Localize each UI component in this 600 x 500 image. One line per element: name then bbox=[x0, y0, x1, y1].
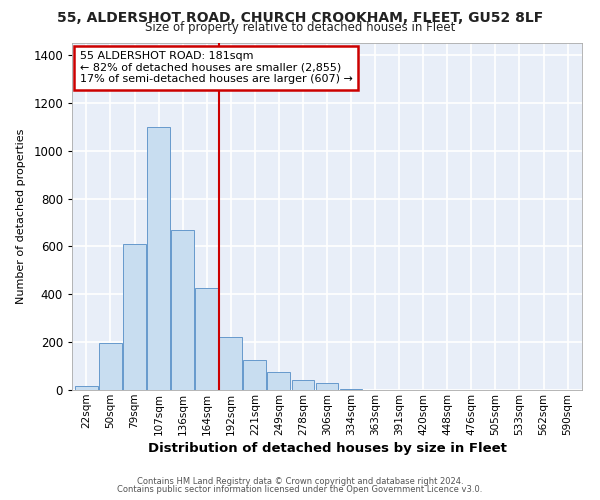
Bar bbox=[220, 338, 242, 390]
Y-axis label: Number of detached properties: Number of detached properties bbox=[16, 128, 26, 304]
Bar bbox=[244, 360, 266, 390]
Bar bbox=[171, 230, 194, 390]
Bar bbox=[316, 384, 338, 390]
Bar bbox=[195, 288, 218, 390]
Bar bbox=[292, 380, 314, 390]
Bar bbox=[99, 344, 122, 390]
Bar bbox=[147, 126, 170, 390]
Text: Contains public sector information licensed under the Open Government Licence v3: Contains public sector information licen… bbox=[118, 485, 482, 494]
Text: 55 ALDERSHOT ROAD: 181sqm
← 82% of detached houses are smaller (2,855)
17% of se: 55 ALDERSHOT ROAD: 181sqm ← 82% of detac… bbox=[80, 51, 353, 84]
Text: 55, ALDERSHOT ROAD, CHURCH CROOKHAM, FLEET, GU52 8LF: 55, ALDERSHOT ROAD, CHURCH CROOKHAM, FLE… bbox=[57, 11, 543, 25]
Bar bbox=[75, 386, 98, 390]
Bar bbox=[340, 389, 362, 390]
Bar bbox=[268, 372, 290, 390]
Text: Contains HM Land Registry data © Crown copyright and database right 2024.: Contains HM Land Registry data © Crown c… bbox=[137, 477, 463, 486]
Text: Size of property relative to detached houses in Fleet: Size of property relative to detached ho… bbox=[145, 22, 455, 35]
Bar bbox=[123, 244, 146, 390]
X-axis label: Distribution of detached houses by size in Fleet: Distribution of detached houses by size … bbox=[148, 442, 506, 455]
